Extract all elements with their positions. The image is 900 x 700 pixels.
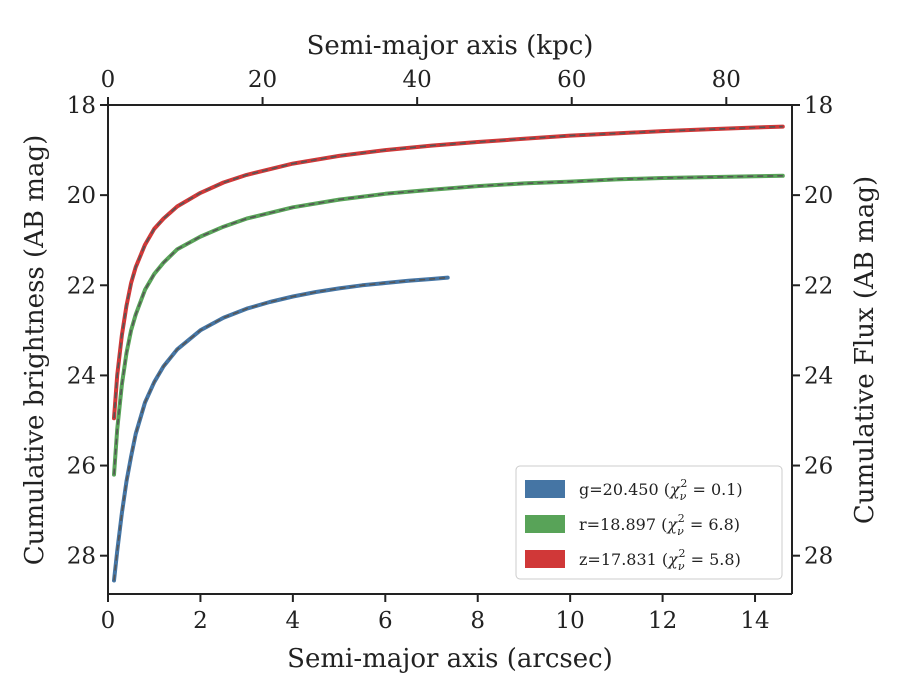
right-y-tick-label: 24 [804, 363, 833, 389]
legend-box [515, 465, 783, 580]
x-tick-label: 12 [648, 608, 677, 634]
y-tick-label: 26 [67, 454, 96, 480]
series-r-curve [112, 173, 785, 477]
x-tick-label: 8 [470, 608, 485, 634]
legend-swatch-g [525, 480, 565, 498]
top-x-tick-label: 60 [557, 67, 586, 93]
y-tick-label: 20 [67, 183, 96, 209]
y-tick-label: 18 [67, 93, 96, 119]
legend-entry-z: z=17.831 (χν2 = 5.8) [579, 547, 741, 573]
x-tick-label: 2 [193, 608, 208, 634]
top-x-tick-label: 20 [248, 67, 277, 93]
curves-layer [112, 124, 785, 583]
x-tick-label: 10 [556, 608, 585, 634]
x-axis-label: Semi-major axis (arcsec) [287, 644, 613, 674]
x-tick-label: 14 [740, 608, 769, 634]
right-y-tick-label: 28 [804, 544, 833, 570]
series-g-curve [112, 275, 450, 583]
series-z-model-curve [113, 125, 783, 419]
series-z-curve [112, 124, 785, 421]
right-y-tick-label: 20 [804, 183, 833, 209]
legend-swatch-z [525, 550, 565, 568]
series-r-model-curve [113, 175, 783, 475]
x-tick-label: 4 [286, 608, 301, 634]
legend-swatch-r [525, 515, 565, 533]
axis-labels: Semi-major axis (arcsec) Semi-major axis… [20, 31, 880, 674]
right-y-axis-label: Cumulative Flux (AB mag) [850, 176, 880, 524]
top-x-tick-label: 40 [403, 67, 432, 93]
right-y-tick-label: 18 [804, 93, 833, 119]
top-x-tick-label: 0 [101, 67, 116, 93]
y-tick-label: 22 [67, 273, 96, 299]
top-x-tick-label: 80 [712, 67, 741, 93]
y-tick-label: 24 [67, 363, 96, 389]
right-y-tick-label: 26 [804, 454, 833, 480]
y-tick-label: 28 [67, 544, 96, 570]
y-axis-label: Cumulative brightness (AB mag) [20, 135, 50, 566]
legend-entry-r: r=18.897 (χν2 = 6.8) [579, 512, 740, 538]
legend: g=20.450 (χν2 = 0.1) r=18.897 (χν2 = 6.8)… [515, 465, 783, 580]
x-tick-label: 0 [101, 608, 116, 634]
legend-entry-g: g=20.450 (χν2 = 0.1) [579, 477, 743, 503]
right-y-tick-label: 22 [804, 273, 833, 299]
top-x-axis-label: Semi-major axis (kpc) [307, 31, 594, 61]
series-g-model-curve [113, 276, 448, 581]
x-tick-label: 6 [378, 608, 393, 634]
